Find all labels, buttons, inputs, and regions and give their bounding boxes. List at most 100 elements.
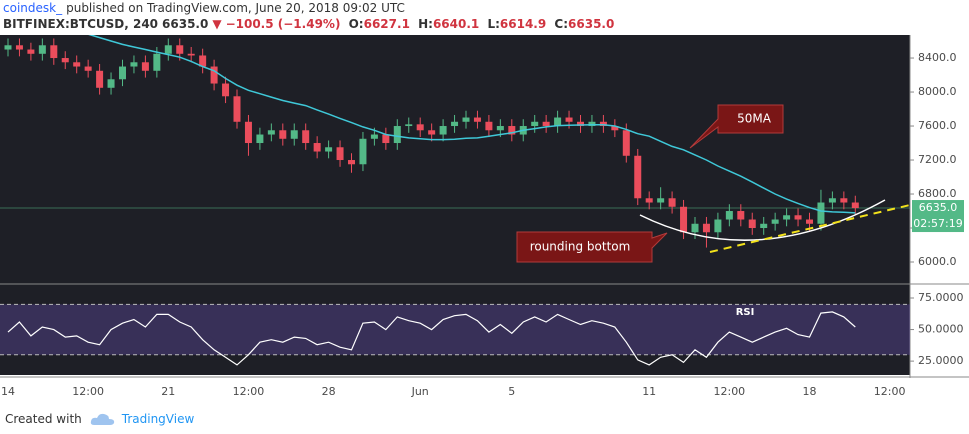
candle-body [428,130,436,135]
y-tick-label: 8400.0 [918,51,957,64]
x-tick-label: 28 [322,385,336,398]
candle-body [290,130,298,139]
candle-body [107,79,115,88]
x-tick-label: 12:00 [874,385,906,398]
rsi-title: RSI [736,307,755,318]
candle-body [485,121,493,131]
rsi-pane [0,303,910,366]
trend-line [709,204,911,253]
publisher: coindesk_ [3,1,63,15]
candle-body [748,219,756,229]
price: 6635.0 [162,17,209,31]
ohlc-label: H: [418,17,433,31]
candle-body [73,62,81,67]
candle-body [840,198,848,203]
candle-body [691,223,699,233]
y-tick-label: 75.0000 [918,291,964,304]
candle-body [233,96,241,122]
x-tick-label: 5 [508,385,515,398]
y-tick-label: 7200.0 [918,153,957,166]
symbol: BITFINEX:BTCUSD, 240 [3,17,159,31]
candle-body [451,121,459,127]
y-tick-label: 8000.0 [918,85,957,98]
candle-body [313,143,321,152]
annotations: 50MA rounding bottom RSI [516,104,911,318]
header-line-2: BITFINEX:BTCUSD, 240 6635.0 ▼ −100.5 (−1.49… [3,17,618,31]
candle-body [531,121,539,127]
candle-body [15,45,23,50]
candle-body [38,45,46,54]
candle-body [473,117,481,122]
candle-body [508,126,516,135]
last-price-label: 6635.0 [919,201,958,214]
candle-body [256,134,264,144]
y-tick-label: 7600.0 [918,119,957,132]
candle-body [622,130,630,156]
last-price-box [912,200,964,233]
candle-body [382,134,390,144]
ohlc-label: C: [554,17,569,31]
candle-body [267,130,275,135]
candle-body [370,134,378,139]
published: published on TradingView.com, June 20, 2… [66,1,405,15]
x-tick-label: Jun [411,385,429,398]
candle-body [4,45,12,50]
candle-body [176,45,184,54]
y-tick-label: 6000.0 [918,255,957,268]
brand: TradingView [121,412,195,426]
candle-body [164,45,172,54]
candle-body [302,130,310,144]
candle-body [577,121,584,127]
candle-body [336,147,344,161]
candle-body [393,126,401,144]
candle-body [222,83,230,97]
candle-body [725,211,733,220]
candle-body [141,62,149,71]
candle-body [61,58,69,63]
annotation: 50MA [737,112,772,126]
candle-body [645,198,653,203]
footer: Created with TradingView [5,411,194,427]
ohlc-value: 6614.9 [499,17,547,31]
candle-body [760,223,768,229]
created-with: Created with [5,412,82,426]
x-tick-label: 12:00 [72,385,104,398]
x-tick-label: 12:00 [713,385,745,398]
rounding-bottom-curve [639,199,886,241]
candle-body [588,121,596,127]
x-tick-label: 11 [642,385,656,398]
x-tick-label: 21 [161,385,175,398]
y-tick-label: 50.0000 [918,323,964,336]
candle-body [119,66,126,80]
candle-body [96,70,104,88]
candle-body [680,206,688,233]
ohlc-value: 6640.1 [432,17,480,31]
candle-body [279,130,287,139]
candle-body [634,155,642,199]
y-tick-label: 6800.0 [918,187,957,200]
candle-body [187,53,195,56]
candle-body [657,198,665,203]
callout-box [689,104,784,149]
annotation: rounding bottom [530,240,631,254]
x-tick-label: 18 [803,385,817,398]
change: −100.5 (−1.49%) [225,17,341,31]
ohlc-label: L: [487,17,500,31]
down-arrow: ▼ [212,17,222,31]
header-line-1: coindesk_ published on TradingView.com, J… [3,1,409,15]
candle-body [828,198,836,203]
candle-body [496,126,504,131]
candle-body [611,126,619,131]
candle-body [27,49,35,54]
candle-body [244,121,252,144]
countdown: 02:57:19 [913,217,962,230]
candle-body [565,117,573,122]
candle-body [462,117,470,122]
candle-body [153,53,161,71]
candle-body [405,124,413,127]
x-tick-label: 12:00 [233,385,265,398]
ohlc-value: 6635.0 [568,17,615,31]
candle-body [737,211,745,220]
candle-body [817,202,825,224]
